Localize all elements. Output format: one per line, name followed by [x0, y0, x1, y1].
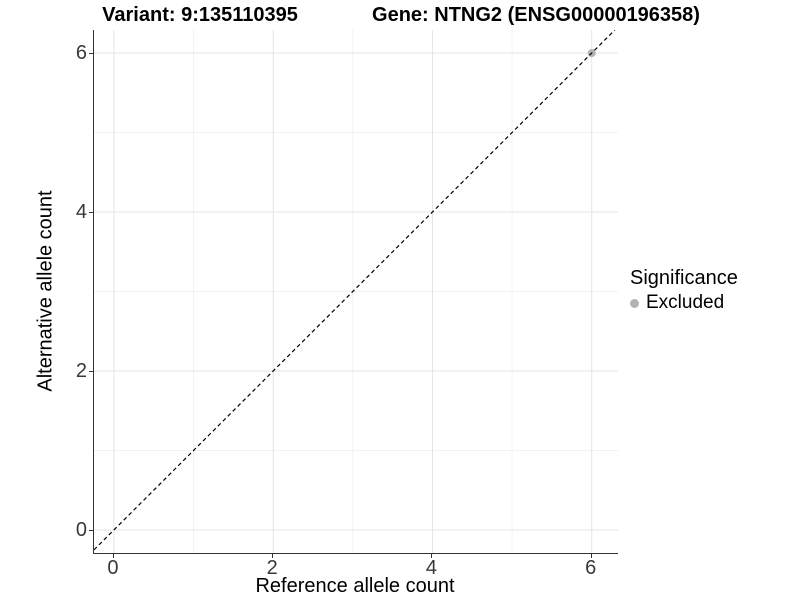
x-tick-mark — [272, 554, 274, 558]
point-swatch-icon — [630, 298, 639, 308]
legend: Significance Excluded — [630, 265, 738, 314]
identity-line — [94, 30, 616, 551]
plot-title-gene: Gene: NTNG2 (ENSG00000196358) — [372, 4, 700, 26]
chart-canvas — [94, 30, 618, 553]
y-tick-mark — [89, 212, 93, 214]
y-tick-label: 4 — [75, 201, 87, 224]
x-tick-mark — [590, 554, 592, 558]
plot-panel — [93, 30, 618, 554]
y-tick-mark — [89, 370, 93, 372]
x-tick-label: 4 — [425, 557, 437, 579]
legend-title: Significance — [630, 267, 738, 289]
x-tick-label: 2 — [266, 557, 278, 579]
y-tick-label: 6 — [75, 42, 87, 65]
y-tick-mark — [89, 53, 93, 55]
x-tick-mark — [431, 554, 433, 558]
y-tick-label: 0 — [75, 518, 87, 541]
x-tick-label: 6 — [585, 557, 597, 579]
legend-item-label: Excluded — [646, 292, 725, 313]
plot-title-variant: Variant: 9:135110395 — [102, 4, 298, 26]
x-tick-label: 0 — [107, 557, 119, 579]
y-tick-label: 2 — [75, 359, 87, 382]
x-axis-title: Reference allele count — [255, 575, 455, 597]
legend-item-excluded: Excluded — [630, 292, 738, 314]
x-tick-mark — [112, 554, 114, 558]
y-axis-title: Alternative allele count — [34, 190, 57, 392]
y-tick-mark — [89, 529, 93, 531]
